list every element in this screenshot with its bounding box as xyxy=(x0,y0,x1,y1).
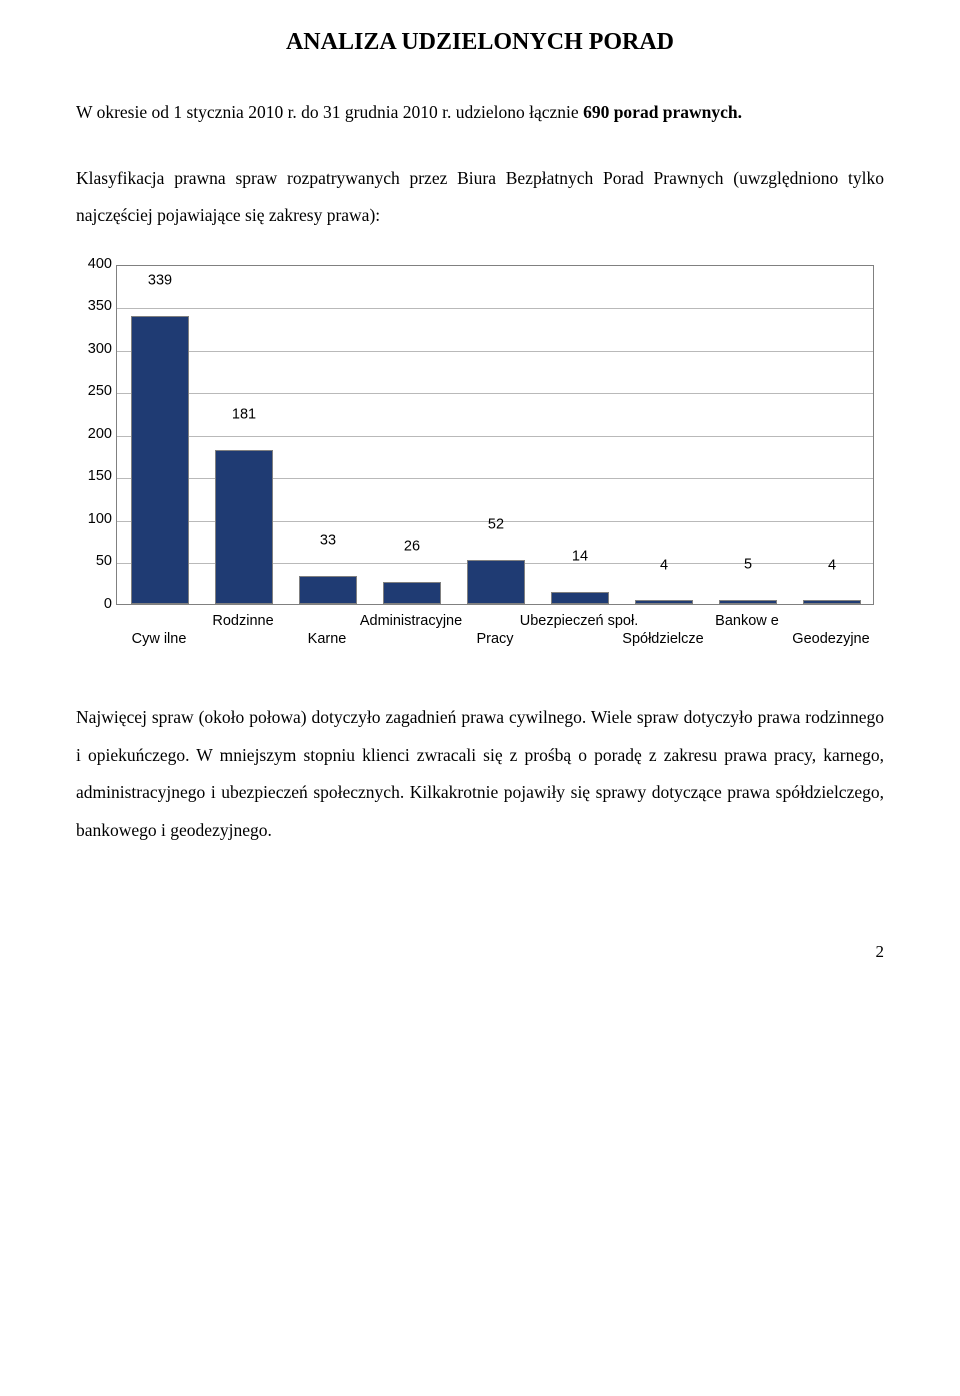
chart-bar-value: 33 xyxy=(320,530,336,552)
chart-ytick: 350 xyxy=(76,297,112,319)
chart-ytick: 400 xyxy=(76,254,112,276)
chart-category-label: Cyw ilne xyxy=(132,629,187,651)
chart-category-label: Bankow e xyxy=(715,611,779,633)
chart-ytick: 50 xyxy=(76,552,112,574)
chart-ytick: 300 xyxy=(76,339,112,361)
page-number: 2 xyxy=(76,939,884,965)
bar-chart: 339 181 33 26 52 14 4 5 4 0 50 100 150 200 250 300 350 4… xyxy=(76,263,884,643)
chart-bar-value: 181 xyxy=(232,405,256,427)
chart-bar-value: 14 xyxy=(572,546,588,568)
chart-category-label: Rodzinne xyxy=(212,611,273,633)
chart-bar-value: 4 xyxy=(660,555,668,577)
chart-bar-value: 339 xyxy=(148,270,172,292)
chart-ytick: 100 xyxy=(76,509,112,531)
conclusion-paragraph: Najwięcej spraw (około połowa) dotyczyło… xyxy=(76,699,884,850)
chart-category-label: Geodezyjne xyxy=(792,629,869,651)
chart-gridline xyxy=(117,351,873,352)
chart-category-label: Ubezpieczeń społ. xyxy=(520,611,639,633)
chart-bar xyxy=(131,316,189,604)
chart-ytick: 200 xyxy=(76,424,112,446)
intro-text-a: W okresie od 1 stycznia 2010 r. do 31 gr… xyxy=(76,102,583,122)
chart-bar-value: 5 xyxy=(744,554,752,576)
chart-ytick: 0 xyxy=(76,594,112,616)
chart-plot-area: 339 181 33 26 52 14 4 5 4 xyxy=(116,265,874,605)
chart-category-label: Pracy xyxy=(476,629,513,651)
chart-bar xyxy=(551,592,609,604)
page-title: ANALIZA UDZIELONYCH PORAD xyxy=(76,24,884,60)
intro-paragraph-2: Klasyfikacja prawna spraw rozpatrywanych… xyxy=(76,160,884,235)
chart-category-label: Spółdzielcze xyxy=(622,629,703,651)
chart-bar xyxy=(719,600,777,604)
chart-gridline xyxy=(117,393,873,394)
chart-bar xyxy=(803,600,861,603)
intro-text-bold: 690 porad prawnych. xyxy=(583,102,742,122)
chart-category-label: Karne xyxy=(308,629,347,651)
chart-bar-value: 52 xyxy=(488,514,504,536)
chart-ytick: 250 xyxy=(76,382,112,404)
chart-category-label: Administracyjne xyxy=(360,611,462,633)
intro-paragraph-1: W okresie od 1 stycznia 2010 r. do 31 gr… xyxy=(76,94,884,132)
chart-bar xyxy=(383,582,441,604)
chart-gridline xyxy=(117,308,873,309)
chart-gridline xyxy=(117,436,873,437)
chart-container: 339 181 33 26 52 14 4 5 4 0 50 100 150 200 250 300 350 4… xyxy=(76,263,884,643)
chart-bar-value: 26 xyxy=(404,536,420,558)
chart-bar xyxy=(635,600,693,603)
chart-bar xyxy=(215,450,273,604)
chart-bar-value: 4 xyxy=(828,555,836,577)
chart-bar xyxy=(467,560,525,604)
chart-ytick: 150 xyxy=(76,467,112,489)
chart-bar xyxy=(299,576,357,604)
